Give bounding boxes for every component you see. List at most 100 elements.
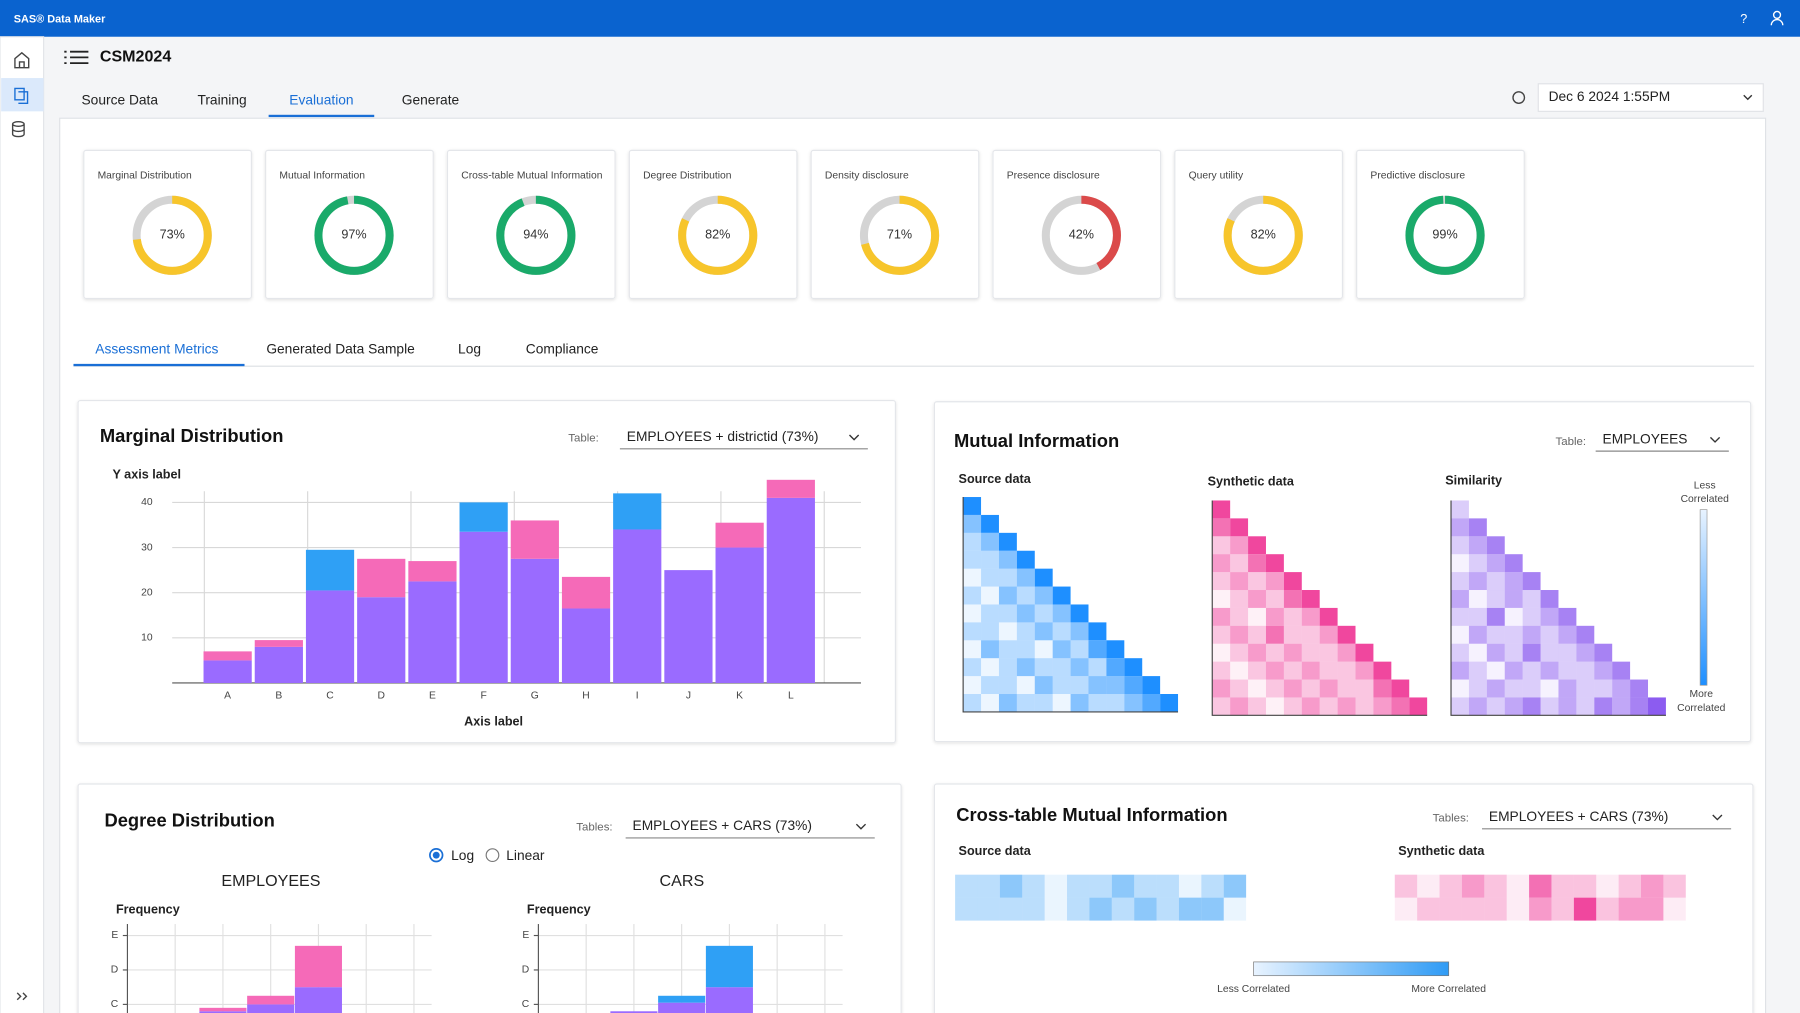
data-icon[interactable]: [14, 87, 29, 104]
heatmap-cell: [1551, 897, 1574, 921]
heatmap-cell: [1156, 897, 1179, 921]
help-button[interactable]: ?: [1740, 12, 1747, 26]
select-value[interactable]: EMPLOYEES: [1603, 431, 1688, 446]
heatmap-cell: [1319, 679, 1338, 698]
y-axis-label: Frequency: [527, 903, 591, 917]
heatmap-cell: [1230, 572, 1249, 591]
heatmap-cell: [1451, 625, 1469, 644]
user-icon[interactable]: [1772, 10, 1782, 20]
heatmap-cell: [1212, 643, 1231, 662]
x-tick-label: C: [326, 690, 334, 701]
metric-tab[interactable]: Log: [458, 342, 481, 357]
bar-segment: [561, 576, 611, 609]
heatmap-cell: [1301, 697, 1320, 716]
run-select-value[interactable]: Dec 6 2024 1:55PM: [1549, 89, 1671, 104]
panel-label: Source data: [959, 472, 1032, 486]
heatmap-cell: [1301, 643, 1320, 662]
menu-icon[interactable]: [64, 50, 89, 65]
heatmap-cell: [963, 640, 982, 659]
heatmap-cell: [981, 658, 999, 677]
heatmap-cell: [998, 622, 1017, 641]
bar-segment: [705, 987, 753, 1013]
heatmap-cell: [1044, 897, 1068, 921]
bar-segment: [357, 597, 406, 683]
select-value[interactable]: EMPLOYEES + CARS (73%): [633, 818, 812, 833]
heatmap-cell: [1265, 572, 1284, 591]
y-tick-label: D: [522, 965, 529, 976]
card-title: Mutual Information: [954, 430, 1119, 451]
tab[interactable]: Evaluation: [289, 93, 353, 108]
bar-segment: [510, 520, 559, 559]
gauge-arc: [1405, 195, 1485, 275]
heatmap-cell: [1337, 643, 1356, 662]
bar-segment: [254, 646, 303, 683]
tab[interactable]: Source Data: [82, 93, 159, 108]
heatmap-cell: [1106, 676, 1125, 695]
tab[interactable]: Training: [197, 93, 246, 108]
bar-segment: [357, 558, 406, 598]
bar-segment: [254, 640, 303, 647]
metric-tab[interactable]: Assessment Metrics: [95, 342, 218, 357]
database-icon[interactable]: [11, 120, 25, 138]
heatmap-cell: [1016, 604, 1035, 623]
scale-label: Less Correlated: [1217, 984, 1290, 995]
gauge-label: Mutual Information: [279, 170, 365, 181]
heatmap-cell: [1540, 679, 1559, 698]
heatmap-cell: [1451, 661, 1469, 680]
metric-tab[interactable]: Generated Data Sample: [266, 342, 415, 357]
panel-label: Similarity: [1445, 473, 1502, 487]
tab[interactable]: Generate: [402, 93, 460, 108]
heatmap-cell: [1319, 643, 1338, 662]
gauge-value: 82%: [1251, 228, 1276, 242]
gauge-value: 71%: [887, 228, 912, 242]
heatmap-cell: [1088, 640, 1107, 659]
heatmap-cell: [1504, 643, 1523, 662]
bar-segment: [203, 651, 252, 661]
heatmap-cell: [1439, 874, 1462, 898]
select-chevron[interactable]: [855, 823, 867, 830]
y-tick-label: E: [522, 930, 529, 941]
gauge-label: Cross-table Mutual Information: [461, 170, 602, 181]
expand-icon[interactable]: [16, 992, 28, 1001]
x-tick-label: J: [686, 690, 691, 701]
heatmap-cell: [1230, 661, 1249, 680]
heatmap-cell: [1016, 658, 1035, 677]
heatmap-cell: [1016, 694, 1035, 712]
heatmap-cell: [1301, 607, 1320, 626]
heatmap-cell: [1439, 897, 1462, 921]
select-value[interactable]: EMPLOYEES + districtid (73%): [627, 429, 819, 444]
radio[interactable]: [485, 848, 500, 863]
heatmap-cell: [1486, 661, 1505, 680]
heatmap-cell: [981, 676, 999, 695]
heatmap-cell: [1230, 625, 1249, 644]
heatmap-cell: [1088, 658, 1107, 677]
heatmap-cell: [963, 586, 982, 605]
heatmap-cell: [1540, 697, 1559, 716]
heatmap-cell: [1201, 897, 1224, 921]
heatmap-cell: [1142, 694, 1161, 712]
select-chevron[interactable]: [1712, 814, 1723, 821]
heatmap-cell: [1484, 874, 1507, 898]
heatmap-cell: [998, 550, 1017, 569]
heatmap-cell: [1212, 697, 1231, 716]
x-tick-label: G: [531, 690, 539, 701]
heatmap-cell: [1504, 572, 1523, 591]
scale-label: More Correlated: [1411, 984, 1486, 995]
run-select[interactable]: [1537, 83, 1764, 112]
heatmap-cell: [1596, 874, 1619, 898]
heatmap-cell: [1248, 697, 1266, 716]
select-chevron[interactable]: [849, 434, 860, 441]
select-chevron[interactable]: [1709, 436, 1721, 443]
heatmap-cell: [1052, 694, 1071, 712]
bar-segment: [408, 561, 457, 582]
home-icon[interactable]: [14, 51, 30, 69]
scale-label: More: [1690, 689, 1714, 700]
heatmap-cell: [1111, 897, 1135, 921]
bar-segment: [705, 945, 753, 988]
select-value[interactable]: EMPLOYEES + CARS (73%): [1489, 809, 1668, 824]
bar-segment: [199, 1011, 247, 1013]
metric-tab[interactable]: Compliance: [526, 342, 599, 357]
heatmap-cell: [1451, 554, 1469, 573]
heatmap-cell: [1337, 625, 1356, 644]
history-icon[interactable]: [1512, 91, 1526, 104]
